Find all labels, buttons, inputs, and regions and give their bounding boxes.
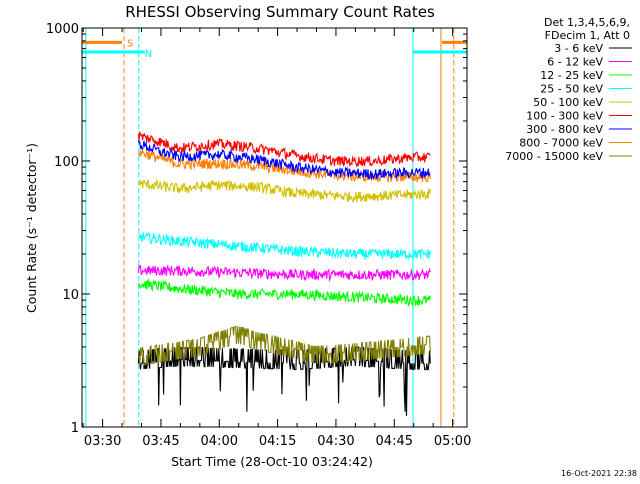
legend-header-2: FDecim 1, Att 0 [545, 29, 630, 42]
legend-label: 100 - 300 keV [526, 110, 603, 123]
x-tick-label: 04:00 [201, 434, 238, 449]
night-flag-label: N [145, 49, 152, 60]
y-tick-label: 1000 [46, 22, 79, 37]
saa-flag-label: S [127, 38, 133, 49]
y-tick-label: 10 [62, 288, 79, 303]
series-line [137, 179, 431, 203]
legend-label: 6 - 12 keV [547, 56, 603, 69]
legend-label: 3 - 6 keV [554, 42, 603, 55]
series-line [138, 325, 431, 366]
series-line [138, 231, 431, 260]
series-line [137, 130, 431, 168]
legend-label: 7000 - 15000 keV [505, 150, 603, 163]
plot-frame [81, 27, 468, 428]
y-tick-label: 1 [71, 421, 79, 436]
legend-header-1: Det 1,3,4,5,6,9, [544, 16, 630, 29]
legend-label: 800 - 7000 keV [519, 137, 603, 150]
y-axis-label: Count Rate (s⁻¹ detector⁻¹) [24, 143, 39, 313]
x-tick-label: 03:45 [142, 434, 179, 449]
timestamp: 16-Oct-2021 22:38 [561, 469, 637, 478]
x-tick-label: 04:30 [317, 434, 354, 449]
x-tick-label: 04:45 [376, 434, 413, 449]
legend-label: 25 - 50 keV [540, 83, 603, 96]
chart-title: RHESSI Observing Summary Count Rates [125, 3, 435, 21]
series-line [137, 264, 431, 283]
y-tick-label: 100 [54, 155, 79, 170]
legend-label: 12 - 25 keV [540, 69, 603, 82]
series-line [137, 277, 431, 308]
x-axis-label: Start Time (28-Oct-10 03:24:42) [171, 454, 373, 469]
legend-label: 50 - 100 keV [533, 96, 603, 109]
x-tick-label: 05:00 [434, 434, 471, 449]
legend-label: 300 - 800 keV [526, 123, 603, 136]
series-line [137, 140, 431, 181]
x-tick-label: 03:30 [84, 434, 121, 449]
series-line [137, 149, 431, 183]
x-tick-label: 04:15 [259, 434, 296, 449]
